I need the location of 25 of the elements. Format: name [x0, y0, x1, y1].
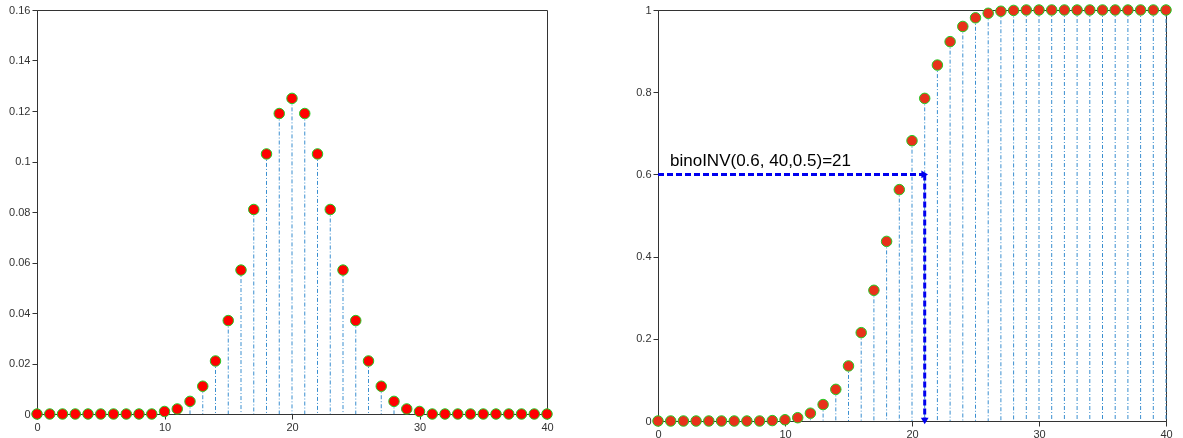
x-tick-label: 20 — [286, 420, 299, 433]
y-tick-label: 0.02 — [9, 357, 31, 369]
y-tick-label: 1 — [645, 3, 652, 16]
x-tick-label: 10 — [779, 427, 792, 438]
y-tick-label: 0.08 — [9, 205, 31, 218]
y-tick-label: 0.2 — [636, 332, 652, 345]
y-tick-label: 0.4 — [636, 250, 652, 263]
y-tick-label: 0 — [24, 407, 31, 420]
y-tick-label: 0.12 — [9, 104, 31, 117]
annotation: binoINV(0.6, 40,0.5)=21 — [670, 151, 851, 171]
y-tick-label: 0.8 — [636, 85, 652, 98]
x-tick-label: 40 — [1160, 427, 1173, 438]
y-tick-label: 0.1 — [15, 155, 31, 167]
y-tick-label: 0.04 — [9, 306, 31, 319]
y-tick-label: 0.16 — [9, 3, 31, 16]
x-tick-label: 0 — [655, 427, 662, 438]
x-tick-label: 10 — [158, 420, 172, 433]
x-tick-label: 30 — [1033, 427, 1046, 438]
y-tick-label: 0.06 — [9, 256, 31, 268]
y-tick-label: 0.14 — [9, 54, 31, 66]
x-tick-label: 30 — [413, 420, 427, 433]
x-tick-label: 40 — [541, 420, 554, 433]
y-tick-label: 0.6 — [636, 167, 652, 180]
x-tick-label: 20 — [906, 427, 919, 438]
x-tick-label: 0 — [34, 420, 41, 433]
